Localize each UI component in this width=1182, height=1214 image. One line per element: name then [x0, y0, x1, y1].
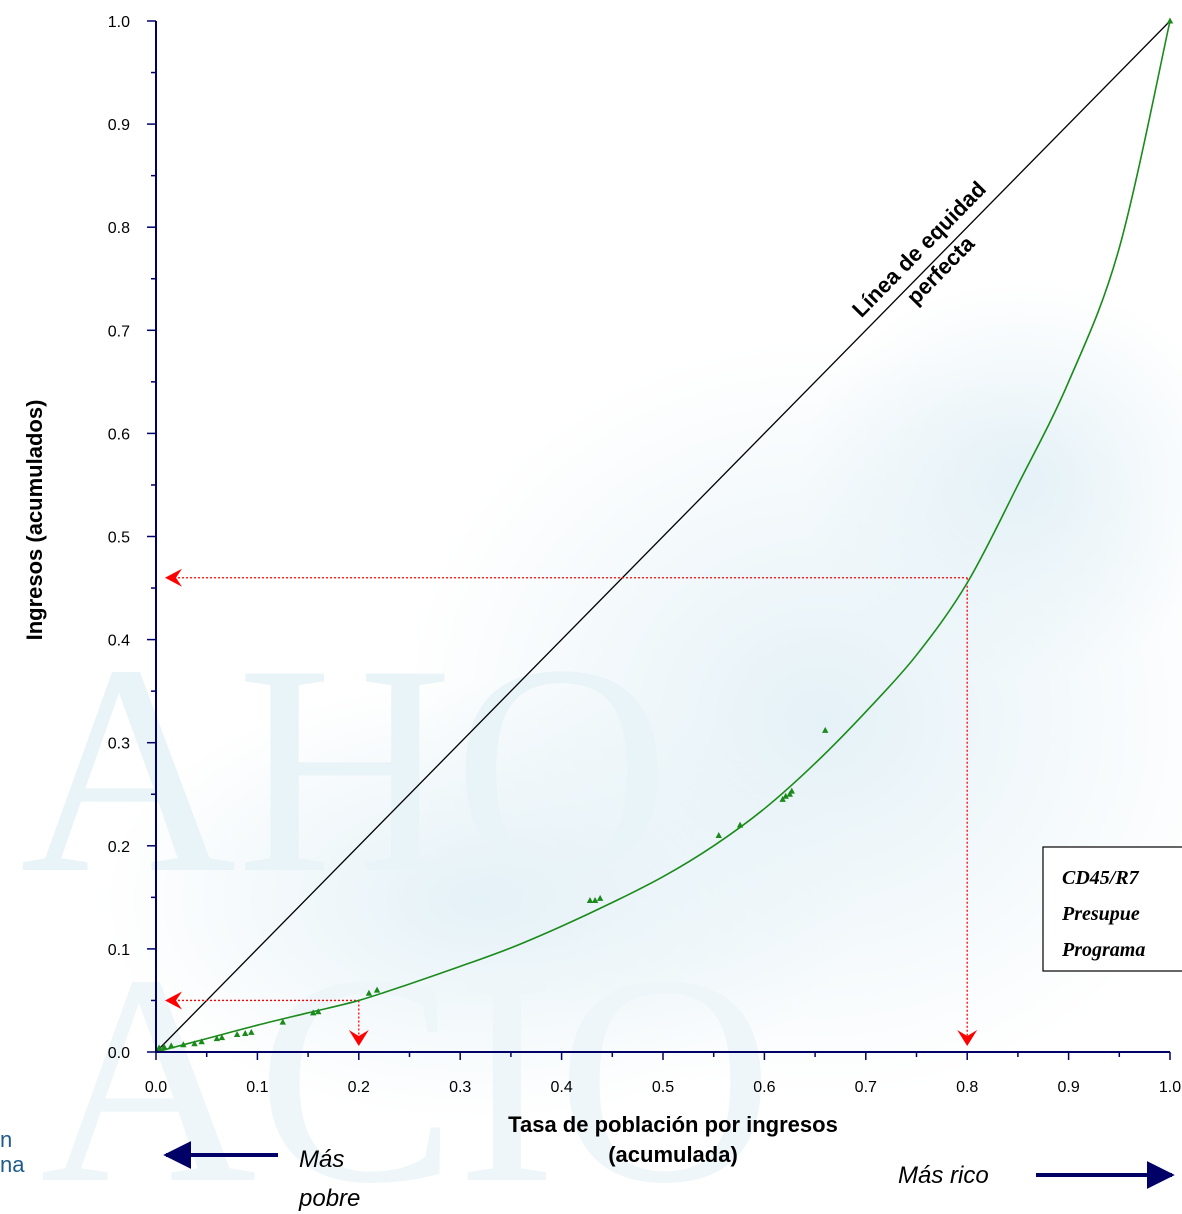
data-point [279, 1018, 286, 1025]
y-tick-label: 0.1 [108, 942, 130, 959]
data-point [822, 726, 829, 733]
data-point [1166, 17, 1174, 24]
data-point [242, 1029, 249, 1036]
reference-box [1042, 846, 1182, 972]
data-point [782, 792, 789, 799]
y-tick-label: 0.5 [108, 530, 130, 547]
y-axis-title: Ingresos (acumulados) [22, 400, 47, 641]
equity-line [155, 20, 1171, 1053]
x-tick-label: 0.0 [145, 1079, 167, 1096]
data-point [191, 1040, 198, 1047]
data-point [233, 1030, 241, 1037]
data-point [591, 896, 599, 903]
data-point [248, 1028, 255, 1035]
side-text-line-1: n [0, 1127, 12, 1152]
data-point [155, 1044, 163, 1051]
x-axis-title-line-1: Tasa de población por ingresos [508, 1112, 838, 1137]
reference-box-line-2: Presupue [1061, 903, 1140, 925]
x-tick-labels: 0.0 0.1 0.2 0.3 0.4 0.5 0.6 0.7 0.8 0.9 1.0 [145, 1079, 1181, 1096]
x-tick-label: 0.3 [449, 1079, 471, 1096]
poorer-label-line-1: Más [299, 1146, 344, 1173]
data-point [198, 1038, 205, 1045]
side-text-line-2: na [0, 1152, 25, 1177]
richer-label: Más rico [898, 1162, 989, 1189]
lorenz-curve [155, 20, 1171, 1053]
poorer-label-line-2: pobre [298, 1185, 360, 1212]
y-tick-labels: 0.0 0.1 0.2 0.3 0.4 0.5 0.6 0.7 0.8 0.9 1.0 [108, 14, 130, 1062]
x-tick-label: 0.5 [652, 1079, 674, 1096]
guide-lines [165, 568, 978, 1046]
y-tick-label: 0.3 [108, 736, 130, 753]
data-point [586, 896, 594, 903]
svg-text:ACIO: ACIO [40, 913, 773, 1214]
x-tick-label: 0.6 [753, 1079, 775, 1096]
y-tick-label: 0.0 [108, 1045, 130, 1062]
y-tick-label: 0.7 [108, 323, 130, 340]
data-point [168, 1042, 175, 1049]
data-point [596, 894, 604, 901]
data-point [218, 1034, 226, 1041]
data-point [779, 795, 786, 802]
guide-arrowhead-left [165, 991, 182, 1010]
x-tick-label: 0.7 [855, 1079, 877, 1096]
reference-box-line-1: CD45/R7 [1062, 867, 1140, 889]
data-points [155, 17, 1174, 1051]
x-tick-label: 1.0 [1159, 1079, 1181, 1096]
reference-box-line-3: Programa [1061, 939, 1145, 961]
svg-text:AHO: AHO [20, 603, 670, 935]
y-tick-label: 0.4 [108, 633, 130, 650]
x-tick-label: 0.4 [550, 1079, 572, 1096]
x-tick-label: 0.9 [1057, 1079, 1079, 1096]
data-point [180, 1041, 187, 1048]
x-tick-label: 0.1 [246, 1079, 268, 1096]
data-point [715, 831, 722, 838]
data-point [365, 989, 373, 996]
data-point [315, 1008, 322, 1015]
guide-arrowhead-down [957, 1030, 978, 1046]
y-tick-label: 0.9 [108, 117, 130, 134]
y-tick-label: 0.2 [108, 839, 130, 856]
y-tick-label: 0.6 [108, 426, 130, 443]
data-point [786, 790, 793, 797]
guide-arrowhead-left [165, 568, 182, 587]
data-point [788, 787, 795, 794]
guide-arrowhead-down [348, 1030, 369, 1046]
x-tick-label: 0.2 [348, 1079, 370, 1096]
data-point [309, 1009, 317, 1016]
y-tick-label: 1.0 [108, 14, 130, 31]
data-point [373, 986, 381, 993]
y-tick-label: 0.8 [108, 220, 130, 237]
data-point [213, 1035, 221, 1042]
data-point [736, 821, 744, 828]
x-axis-title-line-2: (acumulada) [608, 1142, 738, 1167]
data-point [160, 1043, 168, 1050]
x-tick-label: 0.8 [956, 1079, 978, 1096]
